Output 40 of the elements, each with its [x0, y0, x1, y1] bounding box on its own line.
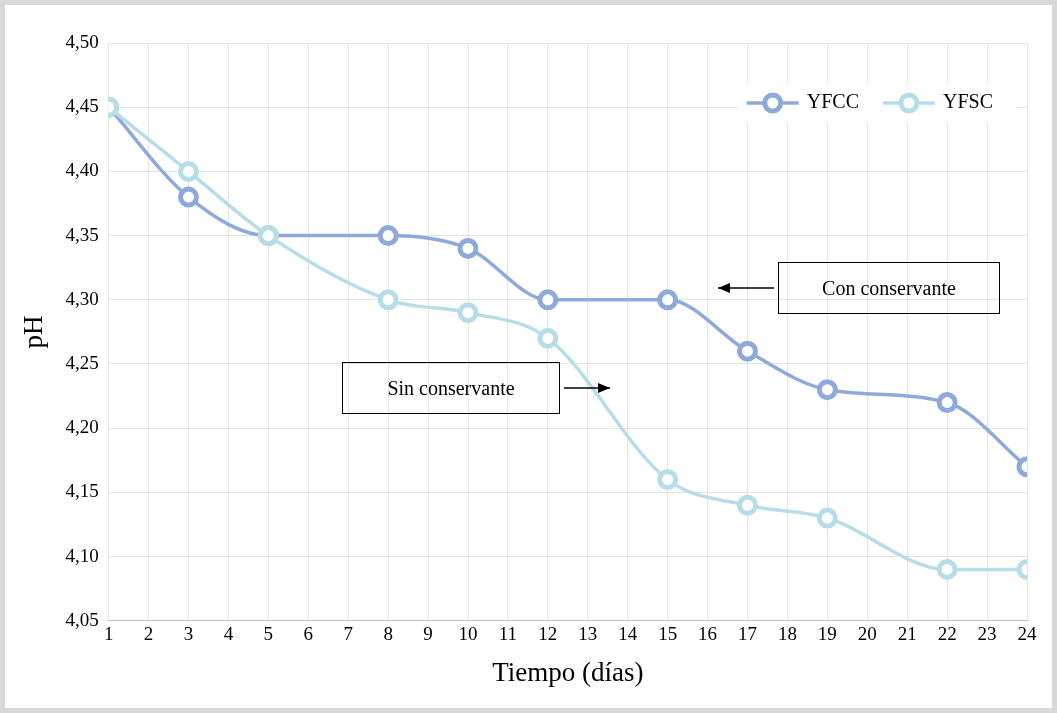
x-tick-label: 3	[183, 623, 194, 645]
annotation: Con conservante	[778, 262, 1000, 314]
y-tick-label: 4,10	[65, 544, 99, 566]
annotation: Sin conservante	[342, 362, 560, 414]
x-tick-label: 18	[777, 623, 797, 645]
x-tick-label: 2	[143, 623, 154, 645]
x-tick-label: 12	[538, 623, 558, 645]
y-tick-label: 4,35	[65, 223, 99, 245]
legend-label: YFCC	[806, 90, 859, 113]
y-tick-label: 4,25	[65, 351, 99, 373]
y-tick-label: 4,40	[65, 159, 99, 181]
x-tick-label: 9	[423, 623, 433, 645]
x-tick-label: 24	[1017, 623, 1037, 645]
x-tick-label: 22	[937, 623, 957, 645]
y-tick-label: 4,05	[65, 608, 99, 630]
y-tick-label: 4,50	[65, 30, 99, 52]
x-tick-label: 13	[578, 623, 598, 645]
x-tick-label: 5	[263, 623, 274, 645]
x-tick-label: 16	[698, 623, 718, 645]
y-tick-label: 4,30	[65, 287, 99, 309]
x-tick-label: 6	[303, 623, 314, 645]
y-tick-label: 4,15	[65, 480, 99, 502]
x-tick-label: 11	[498, 623, 518, 645]
y-tick-label: 4,20	[65, 416, 99, 438]
x-tick-label: 7	[343, 623, 353, 645]
x-tick-label: 23	[977, 623, 997, 645]
x-tick-label: 14	[618, 623, 638, 645]
legend-label: YFSC	[942, 90, 993, 113]
x-tick-label: 8	[383, 623, 393, 645]
x-tick-label: 4	[223, 623, 234, 645]
x-tick-label: 1	[103, 623, 114, 645]
x-tick-label: 19	[817, 623, 837, 645]
x-tick-label: 21	[897, 623, 917, 645]
x-tick-label: 15	[658, 623, 678, 645]
x-tick-label: 20	[857, 623, 877, 645]
x-axis-title: Tiempo (días)	[492, 656, 644, 687]
x-tick-label: 17	[738, 623, 757, 645]
x-tick-label: 10	[458, 623, 478, 645]
y-axis-title: pH	[18, 315, 49, 349]
y-tick-label: 4,45	[65, 95, 99, 117]
